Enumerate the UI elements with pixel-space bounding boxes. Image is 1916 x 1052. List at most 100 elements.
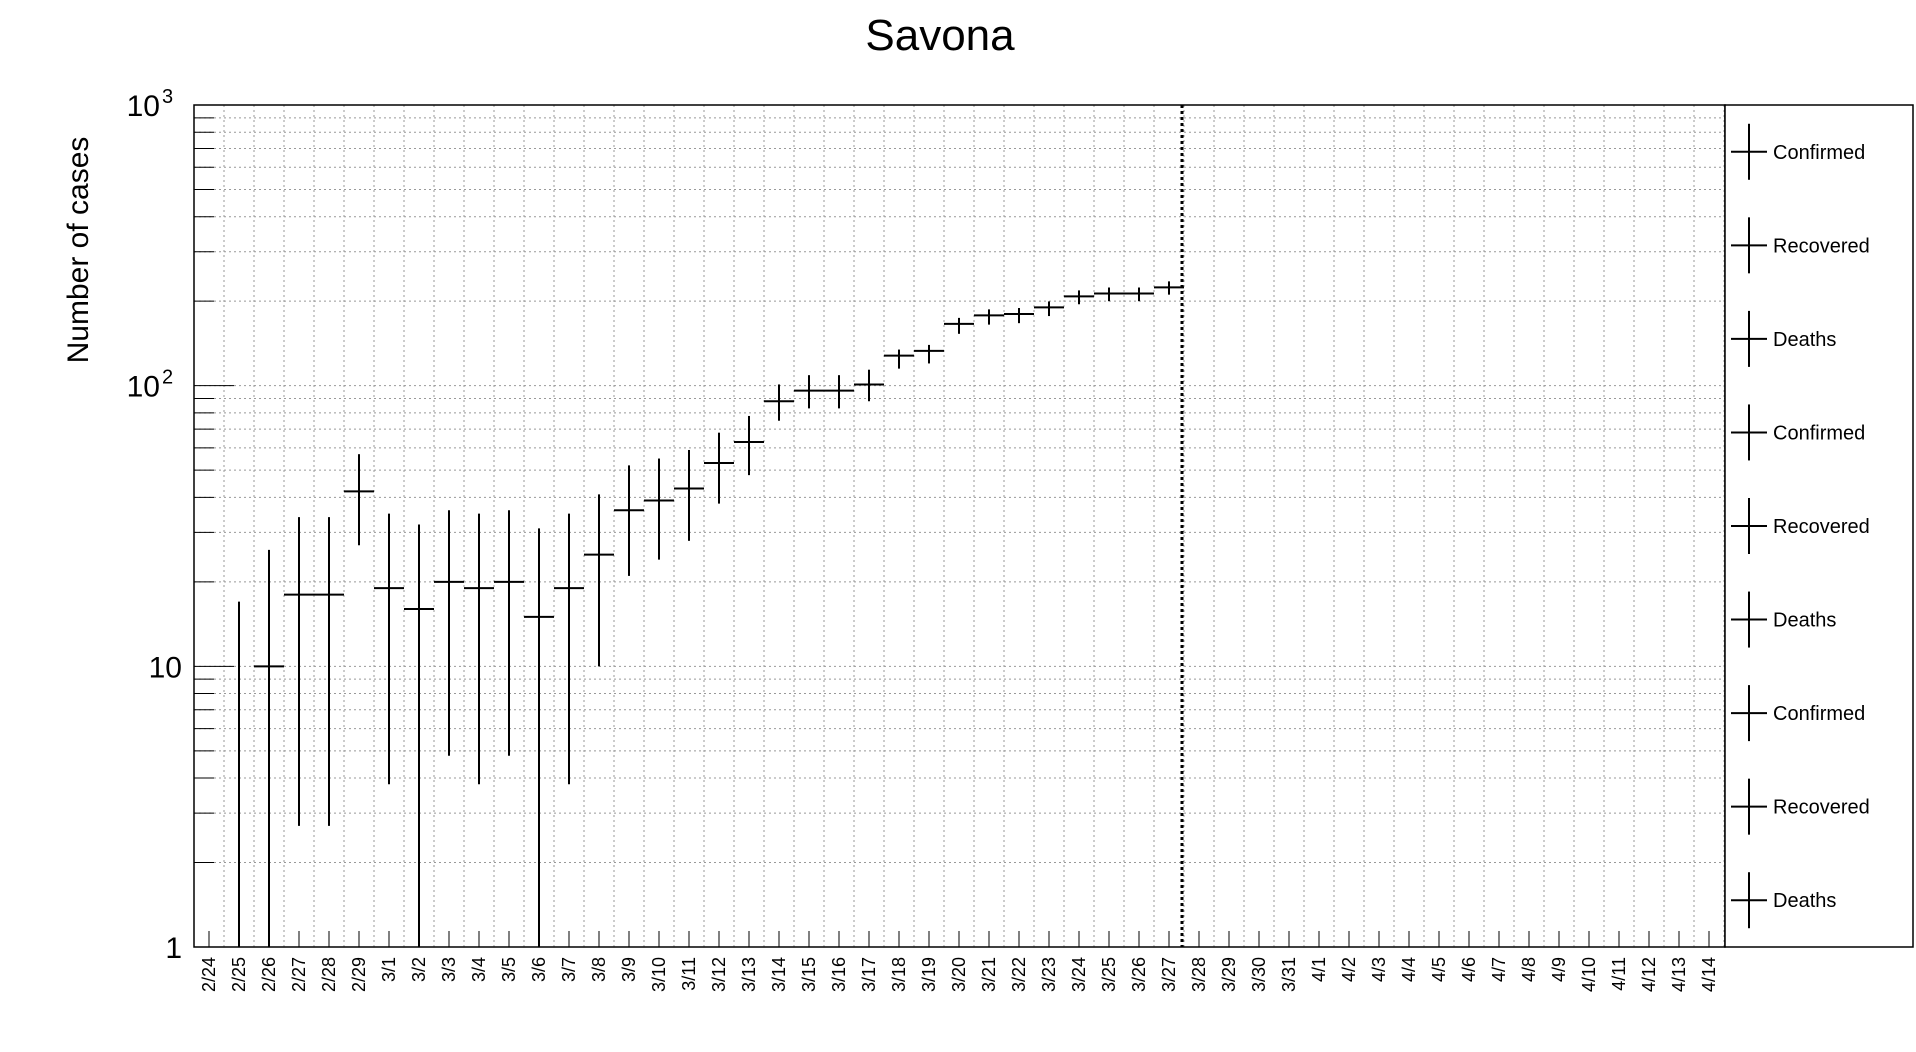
data-point: [1124, 287, 1154, 302]
x-tick-label: 4/2: [1339, 957, 1359, 982]
y-tick-label: 10: [127, 90, 160, 123]
data-point: [254, 549, 284, 947]
x-tick-label: 4/8: [1519, 957, 1539, 982]
y-tick-exponent: 3: [162, 86, 173, 108]
y-tick-label: 10: [127, 371, 160, 404]
x-tick-label: 3/2: [409, 957, 429, 982]
x-tick-label: 4/9: [1549, 957, 1569, 982]
legend-label: Confirmed: [1773, 422, 1865, 444]
grid: [193, 105, 1725, 947]
x-tick-label: 4/14: [1699, 957, 1719, 992]
x-axis: 2/24 2/25 2/26 2/27 2/28 2/29 3/1 3/2 3/3 3/4 3/5 3…: [199, 931, 1719, 992]
x-tick-label: 3/20: [949, 957, 969, 992]
data-point: [524, 528, 554, 947]
x-tick-label: 3/18: [889, 957, 909, 992]
legend-entry: Recovered: [1731, 498, 1870, 554]
x-tick-label: 3/17: [859, 957, 879, 992]
data-point: [674, 449, 704, 541]
data-point: [704, 432, 734, 504]
plot-frame: [193, 104, 1726, 948]
data-point: [884, 349, 914, 369]
x-tick-label: 3/1: [379, 957, 399, 982]
x-tick-label: 3/16: [829, 957, 849, 992]
x-tick-label: 4/4: [1399, 957, 1419, 982]
data-points: [238, 281, 1184, 947]
x-tick-label: 3/7: [559, 957, 579, 982]
x-tick-label: 3/24: [1069, 957, 1089, 992]
x-tick-label: 3/27: [1159, 957, 1179, 992]
x-tick-label: 3/22: [1009, 957, 1029, 992]
legend-entry: Confirmed: [1731, 123, 1865, 180]
data-point: [764, 384, 794, 421]
legend-label: Recovered: [1773, 797, 1870, 819]
x-tick-label: 3/26: [1129, 957, 1149, 992]
legend-entry: Recovered: [1731, 217, 1870, 274]
x-tick-label: 2/26: [259, 957, 279, 992]
x-tick-label: 2/24: [199, 957, 219, 992]
data-point: [824, 375, 854, 409]
data-point: [314, 517, 344, 826]
x-tick-label: 3/19: [919, 957, 939, 992]
x-tick-label: 3/21: [979, 957, 999, 992]
x-tick-label: 3/8: [589, 957, 609, 982]
data-point: [644, 458, 674, 560]
data-point: [614, 465, 644, 576]
legend-label: Confirmed: [1773, 142, 1865, 164]
x-tick-label: 2/29: [349, 957, 369, 992]
x-tick-label: 3/10: [649, 957, 669, 992]
x-tick-label: 2/28: [319, 957, 339, 992]
x-tick-label: 4/3: [1369, 957, 1389, 982]
x-tick-label: 4/11: [1609, 957, 1629, 991]
x-tick-label: 3/15: [799, 957, 819, 992]
data-point: [914, 344, 944, 364]
data-point: [1064, 290, 1094, 305]
x-tick-label: 4/13: [1669, 957, 1689, 992]
legend-entry: Deaths: [1731, 310, 1836, 367]
x-tick-label: 4/6: [1459, 957, 1479, 982]
data-point: [974, 309, 1004, 325]
data-point: [1154, 281, 1184, 295]
data-point: [794, 375, 824, 409]
data-point: [944, 317, 974, 334]
chart-title: Savona: [865, 11, 1015, 60]
data-point: [434, 510, 464, 756]
data-point: [584, 494, 614, 667]
x-tick-label: 3/9: [619, 957, 639, 982]
y-tick-label: 10: [149, 651, 182, 684]
data-point: [494, 510, 524, 756]
x-tick-label: 3/6: [529, 957, 549, 982]
legend-label: Deaths: [1773, 890, 1836, 912]
data-point: [464, 513, 494, 785]
data-point: [1094, 287, 1124, 302]
x-tick-label: 3/5: [499, 957, 519, 982]
x-tick-label: 3/12: [709, 957, 729, 992]
x-tick-label: 4/10: [1579, 957, 1599, 992]
legend-entry: Confirmed: [1731, 404, 1865, 461]
legend-entry: Deaths: [1731, 591, 1836, 648]
y-tick-exponent: 2: [162, 367, 173, 389]
x-tick-label: 3/23: [1039, 957, 1059, 992]
legend-label: Recovered: [1773, 516, 1870, 538]
y-axis-label: Number of cases: [62, 137, 95, 364]
x-tick-label: 3/13: [739, 957, 759, 992]
legend-entry: Confirmed: [1731, 685, 1865, 742]
legend-label: Confirmed: [1773, 703, 1865, 725]
data-point: [344, 454, 374, 546]
data-point: [284, 517, 314, 826]
x-tick-label: 4/7: [1489, 957, 1509, 982]
data-point: [404, 524, 434, 947]
x-tick-label: 3/30: [1249, 957, 1269, 992]
x-tick-label: 4/5: [1429, 957, 1449, 982]
x-tick-label: 3/14: [769, 957, 789, 992]
x-tick-label: 3/4: [469, 957, 489, 982]
x-tick-label: 2/25: [229, 957, 249, 992]
data-point: [734, 415, 764, 476]
x-tick-label: 3/31: [1279, 957, 1299, 992]
x-tick-label: 3/3: [439, 957, 459, 982]
legend-label: Deaths: [1773, 329, 1836, 351]
x-tick-label: 2/27: [289, 957, 309, 992]
x-tick-label: 4/1: [1309, 957, 1329, 982]
y-tick-label: 1: [165, 932, 182, 965]
